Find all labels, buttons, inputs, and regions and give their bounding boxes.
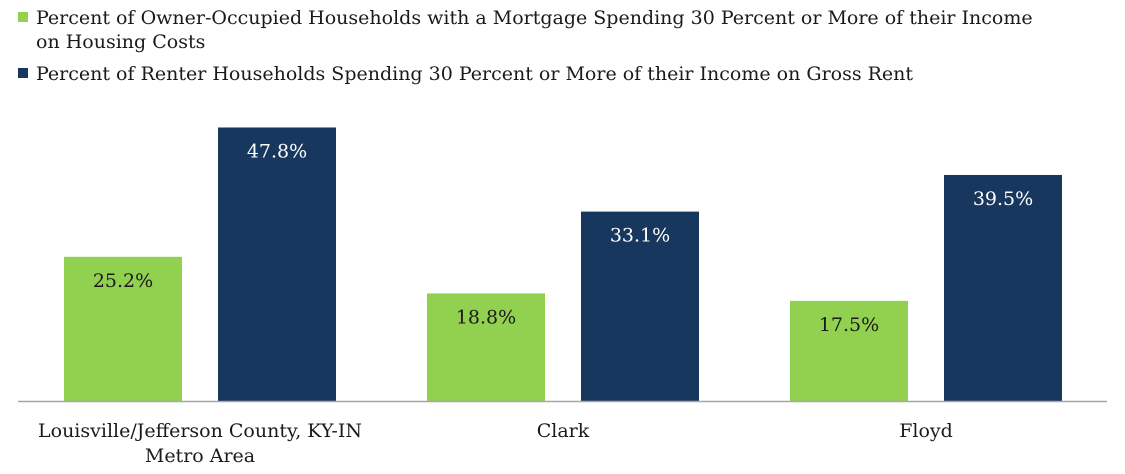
bar-renter-1 bbox=[581, 211, 699, 401]
data-label-renter-1: 33.1% bbox=[610, 225, 670, 247]
legend-label-renter: Percent of Renter Households Spending 30… bbox=[36, 63, 914, 85]
data-label-owner-0: 25.2% bbox=[93, 270, 153, 292]
chart-legend: Percent of Owner-Occupied Households wit… bbox=[18, 6, 1108, 94]
data-label-renter-2: 39.5% bbox=[973, 188, 1033, 210]
legend-swatch-owner bbox=[18, 12, 28, 22]
bar-renter-0 bbox=[218, 127, 336, 401]
legend-item-renter: Percent of Renter Households Spending 30… bbox=[18, 62, 1108, 86]
legend-label-owner-line-1: Percent of Owner-Occupied Households wit… bbox=[36, 7, 1033, 29]
data-label-owner-1: 18.8% bbox=[456, 306, 516, 328]
legend-label-owner-line-2: on Housing Costs bbox=[36, 31, 206, 53]
bar-owner-1 bbox=[427, 293, 545, 401]
data-label-renter-0: 47.8% bbox=[247, 140, 307, 162]
data-label-owner-2: 17.5% bbox=[819, 314, 879, 336]
category-label-1-line-0: Clark bbox=[537, 420, 590, 442]
bar-owner-0 bbox=[64, 256, 182, 401]
category-label-0-line-0: Louisville/Jefferson County, KY-IN bbox=[38, 420, 362, 442]
category-label-0-line-1: Metro Area bbox=[145, 445, 255, 467]
legend-swatch-renter bbox=[18, 68, 28, 78]
category-label-2-line-0: Floyd bbox=[899, 420, 953, 442]
bar-owner-2 bbox=[790, 300, 908, 401]
legend-item-owner: Percent of Owner-Occupied Households wit… bbox=[18, 6, 1108, 54]
bar-renter-2 bbox=[944, 174, 1062, 401]
